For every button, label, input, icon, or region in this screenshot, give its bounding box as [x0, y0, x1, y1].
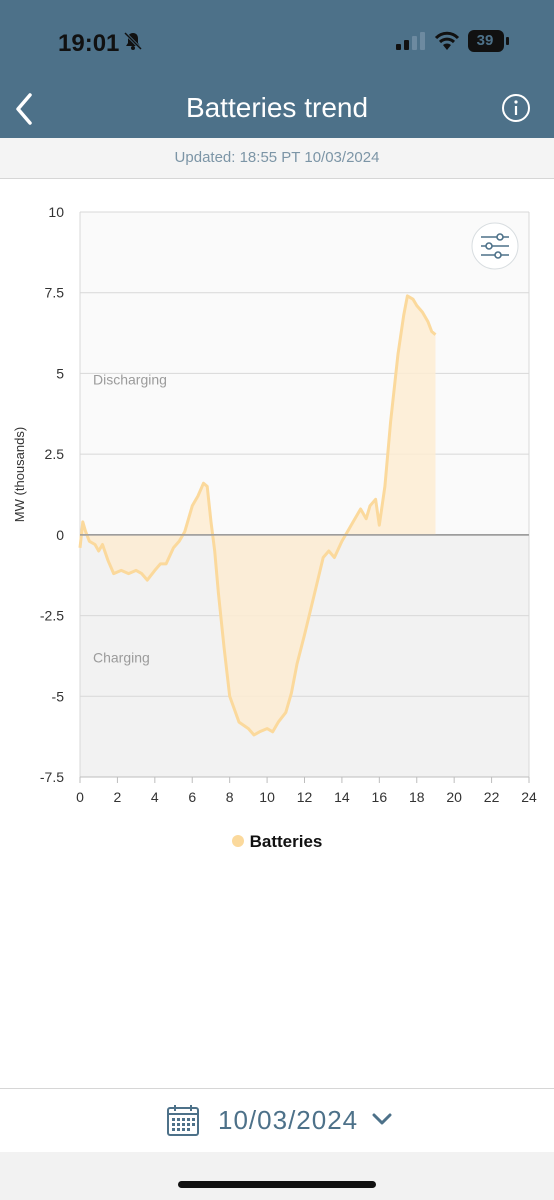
info-icon[interactable] [500, 92, 532, 124]
y-tick-label: 7.5 [45, 285, 65, 301]
x-tick-label: 22 [484, 789, 500, 805]
y-tick-label: -2.5 [40, 608, 64, 624]
home-area [0, 1152, 554, 1200]
back-chevron-icon[interactable] [10, 90, 44, 128]
status-bar: 19:01 39 [0, 0, 554, 80]
wifi-icon [434, 31, 460, 50]
page-title: Batteries trend [185, 92, 369, 123]
y-tick-label: 5 [56, 365, 64, 381]
x-tick-label: 14 [334, 789, 350, 805]
chart-legend[interactable]: Batteries [0, 832, 554, 852]
charging-label: Charging [93, 650, 150, 666]
nav-bar: Batteries trend [0, 80, 554, 138]
updated-bar: Updated: 18:55 PT 10/03/2024 [0, 138, 554, 179]
x-tick-label: 16 [372, 789, 388, 805]
batteries-area [80, 295, 436, 735]
legend-label: Batteries [249, 832, 323, 851]
x-tick-label: 18 [409, 789, 425, 805]
y-tick-label: 2.5 [45, 446, 65, 462]
x-tick-label: 10 [259, 789, 275, 805]
x-tick-label: 2 [114, 789, 122, 805]
x-tick-label: 0 [76, 789, 84, 805]
battery-level: 39 [476, 32, 494, 49]
batteries-series-line [78, 294, 437, 737]
y-tick-label: 10 [48, 204, 64, 220]
discharging-label: Discharging [93, 371, 167, 387]
x-tick-label: 12 [297, 789, 313, 805]
home-indicator[interactable] [178, 1181, 376, 1188]
calendar-icon [167, 1105, 199, 1136]
sliders-icon [481, 233, 509, 259]
y-tick-label: 0 [56, 527, 64, 543]
x-tick-label: 6 [188, 789, 196, 805]
y-axis-label: MW (thousands) [12, 427, 27, 522]
x-tick-label: 24 [521, 789, 537, 805]
chevron-down-icon [372, 1113, 392, 1125]
status-time: 19:01 [58, 30, 120, 57]
y-tick-label: -7.5 [40, 769, 64, 785]
bell-slash-icon [123, 31, 143, 51]
battery-icon [468, 30, 509, 52]
y-tick-label: -5 [52, 688, 65, 704]
x-tick-label: 8 [226, 789, 234, 805]
x-tick-label: 4 [151, 789, 159, 805]
legend-marker [231, 834, 244, 847]
x-tick-label: 20 [446, 789, 462, 805]
updated-timestamp: Updated: 18:55 PT 10/03/2024 [174, 149, 380, 166]
date-picker[interactable]: 10/03/2024 [0, 1088, 554, 1153]
cellular-signal-icon [396, 32, 425, 50]
batteries-chart: 107.552.50-2.5-5-7.50 2 4 6 8 10 12 14 16 18 20 22 2… [12, 204, 537, 805]
selected-date: 10/03/2024 [218, 1105, 359, 1135]
chart-filter-button[interactable] [471, 222, 519, 270]
